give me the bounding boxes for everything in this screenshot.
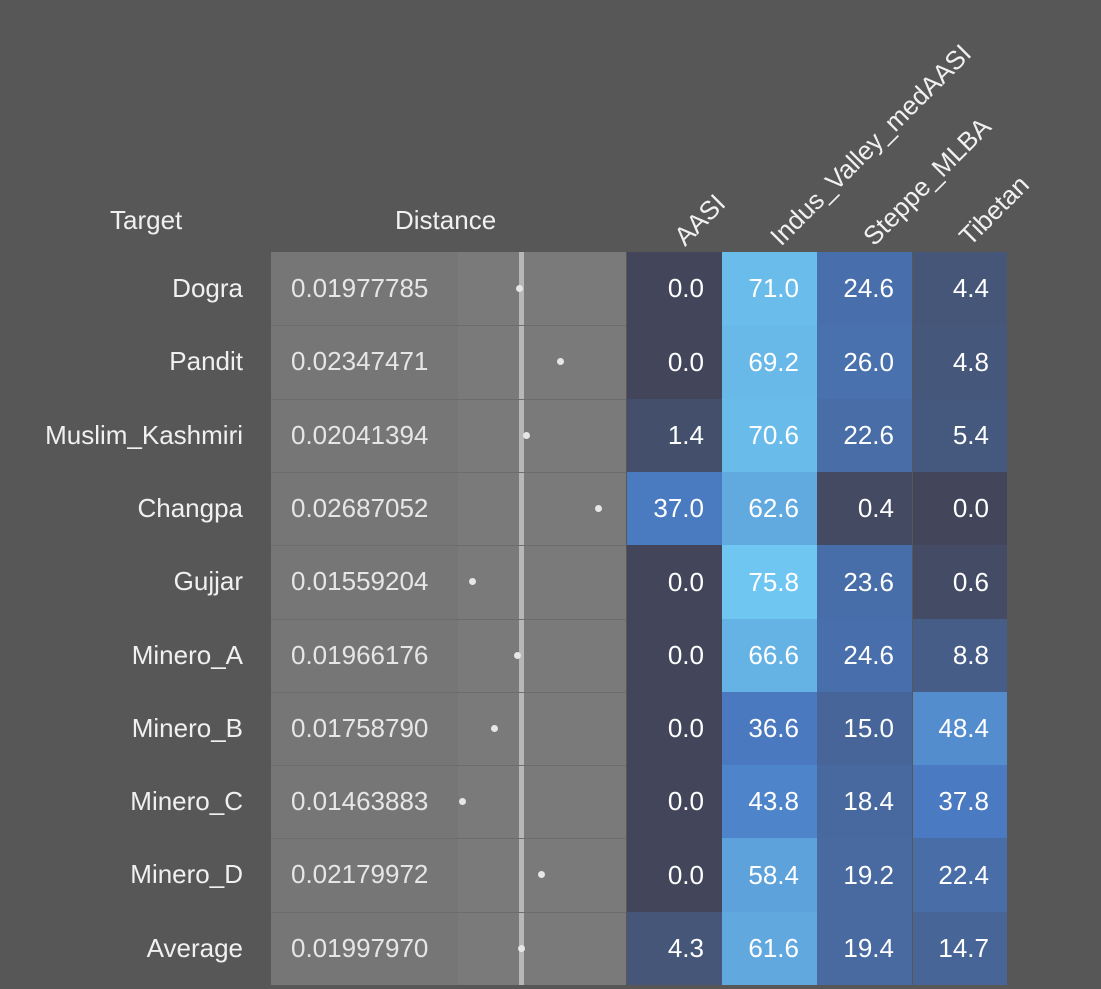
cell-average-steppe-mlba: 19.4 — [817, 911, 912, 986]
cell-changpa-indus-valley-medaasi: 62.6 — [722, 471, 817, 546]
distance-dot-average — [517, 944, 525, 952]
target-label-minero-a: Minero_A — [131, 639, 243, 670]
row-divider — [271, 398, 626, 400]
cell-minero-d-indus-valley-medaasi: 58.4 — [722, 838, 817, 913]
distance-dot-minero-d — [538, 871, 546, 879]
row-divider — [271, 911, 626, 913]
cell-minero-c-indus-valley-medaasi: 43.8 — [722, 765, 817, 839]
cell-dogra-tibetan: 4.4 — [913, 252, 1007, 326]
target-label-muslim-kashmiri: Muslim_Kashmiri — [45, 419, 243, 450]
row-divider — [271, 545, 626, 547]
target-label-dogra: Dogra — [172, 273, 243, 303]
distance-dot-changpa — [594, 504, 602, 512]
header-target: Target — [110, 205, 183, 235]
cell-minero-b-tibetan: 48.4 — [913, 691, 1007, 766]
target-label-minero-c: Minero_C — [130, 786, 243, 817]
row-divider — [271, 838, 626, 840]
cell-minero-d-tibetan: 22.4 — [913, 838, 1007, 913]
distance-value-minero-b: 0.01758790 — [291, 712, 429, 743]
distance-value-minero-c: 0.01463883 — [291, 786, 429, 817]
cell-minero-b-steppe-mlba: 15.0 — [817, 691, 912, 766]
distance-dot-dogra — [515, 285, 523, 292]
target-label-pandit: Pandit — [169, 346, 243, 377]
cell-minero-a-aasi: 0.0 — [627, 618, 722, 693]
cell-minero-b-aasi: 0.0 — [627, 691, 722, 766]
cell-minero-c-steppe-mlba: 18.4 — [817, 765, 912, 839]
cell-gujjar-tibetan: 0.6 — [913, 545, 1007, 619]
cell-minero-b-indus-valley-medaasi: 36.6 — [722, 691, 817, 766]
target-label-average: Average — [146, 932, 243, 963]
cell-pandit-tibetan: 4.8 — [913, 325, 1007, 400]
target-label-gujjar: Gujjar — [173, 566, 243, 597]
cell-average-indus-valley-medaasi: 61.6 — [722, 911, 817, 986]
distance-value-average: 0.01997970 — [291, 932, 429, 963]
distance-dot-gujjar — [469, 578, 477, 586]
cell-average-tibetan: 14.7 — [913, 911, 1007, 986]
distance-dot-minero-b — [491, 724, 499, 732]
distance-value-pandit: 0.02347471 — [291, 346, 429, 377]
header-distance: Distance — [395, 205, 497, 235]
target-label-minero-d: Minero_D — [130, 859, 243, 890]
target-label-minero-b: Minero_B — [131, 712, 243, 743]
cell-changpa-tibetan: 0.0 — [913, 471, 1007, 546]
cell-gujjar-steppe-mlba: 23.6 — [817, 545, 912, 619]
row-divider — [271, 325, 626, 327]
cell-minero-c-aasi: 0.0 — [627, 765, 722, 839]
row-divider — [271, 618, 626, 620]
cell-changpa-aasi: 37.0 — [627, 471, 722, 546]
target-label-changpa: Changpa — [137, 492, 243, 523]
distance-dot-muslim-kashmiri — [522, 431, 530, 439]
cell-muslim-kashmiri-indus-valley-medaasi: 70.6 — [722, 398, 817, 473]
cell-muslim-kashmiri-steppe-mlba: 22.6 — [817, 398, 912, 473]
cell-dogra-indus-valley-medaasi: 71.0 — [722, 252, 817, 326]
distance-value-gujjar: 0.01559204 — [291, 566, 429, 597]
cell-muslim-kashmiri-tibetan: 5.4 — [913, 398, 1007, 473]
cell-dogra-aasi: 0.0 — [627, 252, 722, 326]
cell-muslim-kashmiri-aasi: 1.4 — [627, 398, 722, 473]
distance-value-muslim-kashmiri: 0.02041394 — [291, 419, 429, 450]
cell-dogra-steppe-mlba: 24.6 — [817, 252, 912, 326]
cell-minero-a-indus-valley-medaasi: 66.6 — [722, 618, 817, 693]
cell-minero-a-steppe-mlba: 24.6 — [817, 618, 912, 693]
cell-minero-a-tibetan: 8.8 — [913, 618, 1007, 693]
cell-gujjar-aasi: 0.0 — [627, 545, 722, 619]
row-divider — [271, 765, 626, 767]
distance-value-minero-d: 0.02179972 — [291, 859, 429, 890]
distance-value-minero-a: 0.01966176 — [291, 639, 429, 670]
distance-dot-pandit — [556, 358, 564, 366]
column-header-aasi: AASI — [668, 188, 732, 252]
distance-dot-minero-a — [514, 651, 522, 659]
cell-changpa-steppe-mlba: 0.4 — [817, 471, 912, 546]
distance-dot-minero-c — [458, 798, 466, 806]
cell-minero-c-tibetan: 37.8 — [913, 765, 1007, 839]
row-divider — [271, 691, 626, 693]
cell-minero-d-aasi: 0.0 — [627, 838, 722, 913]
cell-average-aasi: 4.3 — [627, 911, 722, 986]
cell-minero-d-steppe-mlba: 19.2 — [817, 838, 912, 913]
distance-value-dogra: 0.01977785 — [291, 273, 429, 303]
cell-pandit-aasi: 0.0 — [627, 325, 722, 400]
cell-gujjar-indus-valley-medaasi: 75.8 — [722, 545, 817, 619]
cell-pandit-indus-valley-medaasi: 69.2 — [722, 325, 817, 400]
row-divider — [271, 471, 626, 473]
distance-value-changpa: 0.02687052 — [291, 492, 429, 523]
column-header-tibetan: Tibetan — [953, 169, 1035, 252]
cell-pandit-steppe-mlba: 26.0 — [817, 325, 912, 400]
